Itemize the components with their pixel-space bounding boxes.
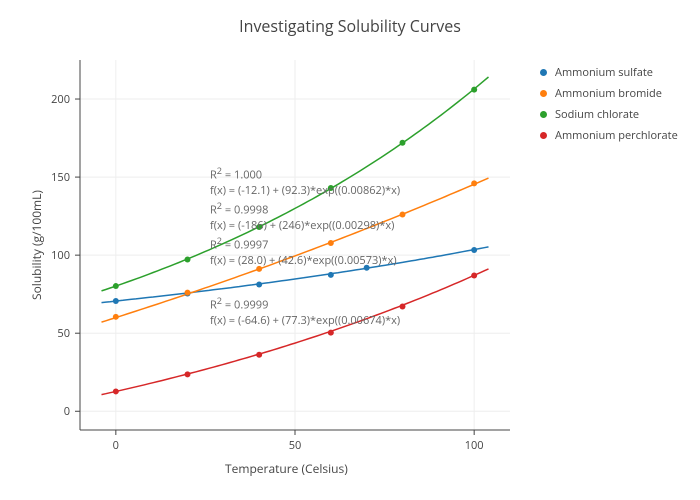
fit-equation: f(x) = (-186) + (246)*exp((0.00298)*x)	[210, 219, 394, 234]
r-squared-label: R2 = 0.9998	[210, 200, 394, 219]
x-tick: 0	[106, 438, 126, 453]
legend-item[interactable]: Ammonium bromide	[540, 86, 678, 101]
y-tick: 150	[51, 170, 70, 185]
x-tick: 50	[285, 438, 305, 453]
r-squared-label: R2 = 1.000	[210, 165, 400, 184]
legend-marker-icon	[540, 132, 547, 139]
legend-item[interactable]: Ammonium sulfate	[540, 65, 678, 80]
y-axis-label: Solubility (g/100mL)	[28, 190, 45, 300]
x-axis-label: Temperature (Celsius)	[225, 460, 348, 477]
x-tick: 100	[464, 438, 484, 453]
y-tick: 200	[51, 92, 70, 107]
legend-marker-icon	[540, 90, 547, 97]
legend: Ammonium sulfate Ammonium bromide Sodium c…	[540, 65, 678, 149]
legend-item[interactable]: Sodium chlorate	[540, 107, 678, 122]
fit-equation: f(x) = (28.0) + (42.6)*exp((0.00573)*x)	[210, 254, 397, 269]
fit-annotation: R2 = 1.000f(x) = (-12.1) + (92.3)*exp((0…	[210, 165, 400, 198]
legend-marker-icon	[540, 69, 547, 76]
fit-annotation: R2 = 0.9997f(x) = (28.0) + (42.6)*exp((0…	[210, 235, 397, 268]
y-tick: 0	[64, 404, 70, 419]
legend-label: Sodium chlorate	[555, 107, 639, 122]
legend-label: Ammonium bromide	[555, 86, 662, 101]
legend-label: Ammonium sulfate	[555, 65, 653, 80]
legend-label: Ammonium perchlorate	[555, 128, 678, 143]
fit-equation: f(x) = (-12.1) + (92.3)*exp((0.00862)*x)	[210, 184, 400, 199]
y-tick: 50	[57, 326, 70, 341]
y-tick: 100	[51, 248, 70, 263]
fit-annotation: R2 = 0.9998f(x) = (-186) + (246)*exp((0.…	[210, 200, 394, 233]
legend-item[interactable]: Ammonium perchlorate	[540, 128, 678, 143]
fit-annotation: R2 = 0.9999f(x) = (-64.6) + (77.3)*exp((…	[210, 295, 400, 328]
r-squared-label: R2 = 0.9999	[210, 295, 400, 314]
r-squared-label: R2 = 0.9997	[210, 235, 397, 254]
legend-marker-icon	[540, 111, 547, 118]
fit-equation: f(x) = (-64.6) + (77.3)*exp((0.00674)*x)	[210, 314, 400, 329]
chart-container: Investigating Solubility Curves Temperat…	[0, 0, 700, 500]
